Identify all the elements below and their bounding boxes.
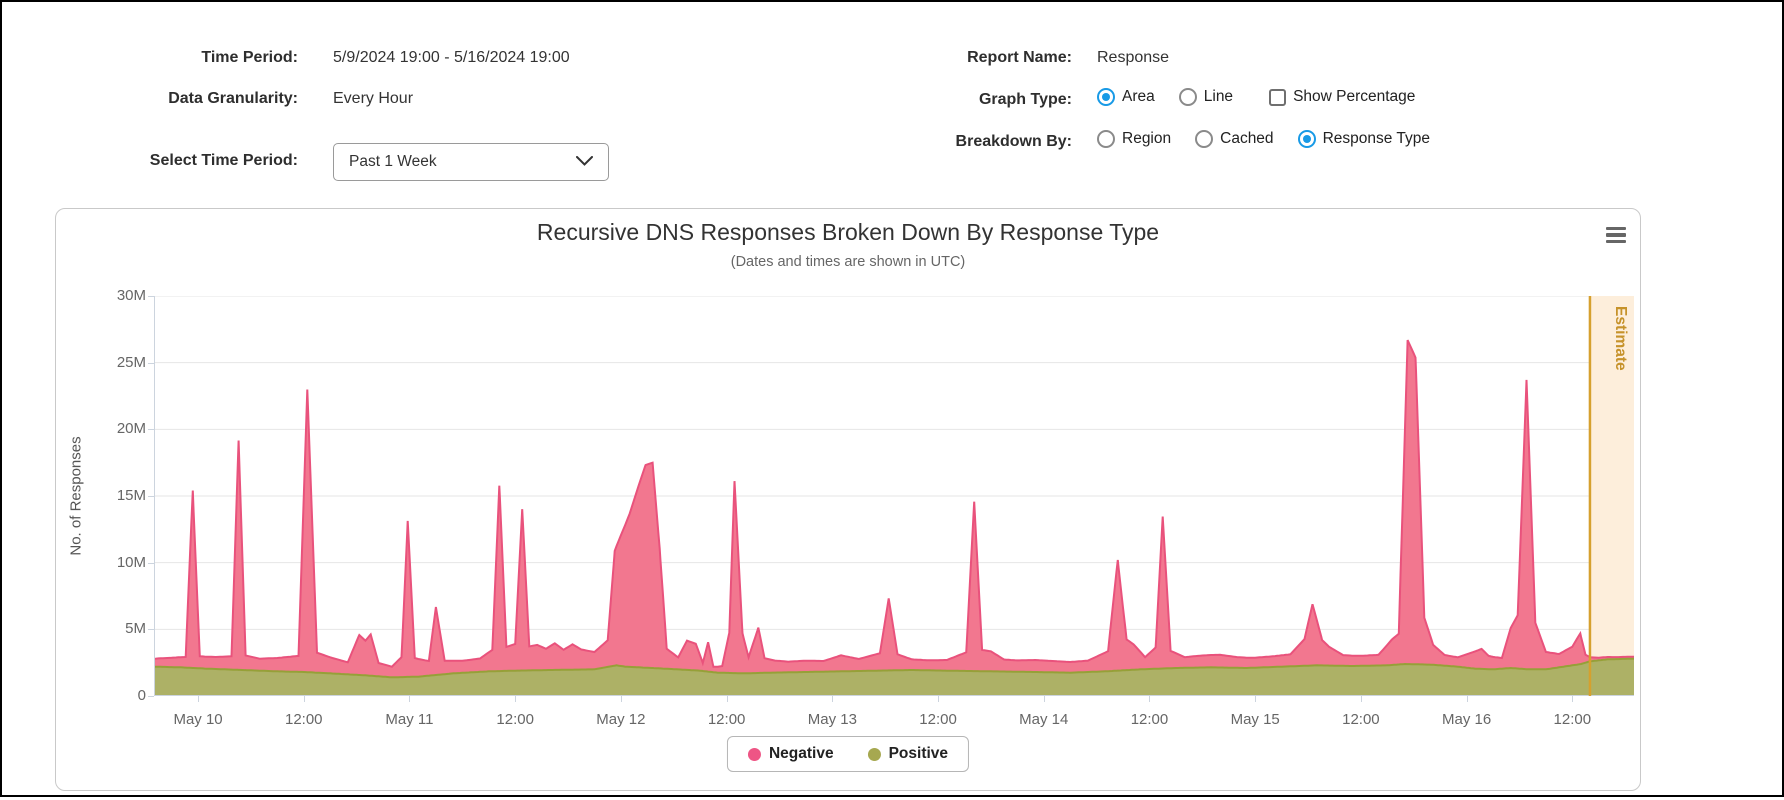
y-axis-tick-label: 20M [116, 420, 146, 438]
series-negative-line [153, 339, 1634, 668]
y-axis-tick [148, 496, 154, 497]
show-percentage-checkbox-item[interactable]: Show Percentage [1269, 88, 1415, 106]
plot-area[interactable]: Estimate [153, 295, 1634, 696]
y-axis-tick-label: 25M [116, 353, 146, 371]
legend-item-negative[interactable]: Negative [747, 745, 834, 763]
radio-breakdown-response-type[interactable]: Response Type [1297, 130, 1430, 148]
report-name-value: Response [1097, 49, 1170, 66]
x-axis-tick [198, 696, 200, 702]
x-axis-tick-label: 12:00 [1553, 711, 1592, 728]
x-axis-tick [409, 696, 411, 702]
x-axis-tick [1572, 696, 1574, 702]
y-axis-tick [148, 562, 154, 564]
radio-icon[interactable] [1195, 130, 1214, 148]
x-axis-tick [832, 696, 834, 702]
chart-subtitle: (Dates and times are shown in UTC) [730, 254, 966, 270]
chevron-down-icon [576, 153, 593, 171]
breakdown-options: Region Cached Response Type [1097, 130, 1430, 148]
radio-icon[interactable] [1097, 130, 1115, 148]
x-axis-tick-label: May 16 [1442, 711, 1492, 728]
graph-type-label: Graph Type: [978, 91, 1072, 108]
breakdown-by-label: Breakdown By: [955, 133, 1072, 150]
time-period-select[interactable]: Past 1 Week [333, 143, 609, 181]
estimate-label: Estimate [1612, 306, 1629, 371]
legend: Negative Positive [726, 736, 970, 772]
radio-breakdown-region[interactable]: Region [1097, 130, 1171, 148]
report-name-label: Report Name: [967, 49, 1072, 66]
x-axis-tick-label: 12:00 [496, 711, 534, 728]
x-axis-tick-label: May 10 [173, 711, 223, 728]
radio-label: Cached [1220, 130, 1274, 147]
legend-item-positive[interactable]: Positive [867, 745, 949, 763]
legend-swatch-positive [867, 747, 881, 761]
y-axis-tick [148, 629, 154, 631]
legend-label: Positive [888, 745, 949, 762]
x-axis-tick [1149, 696, 1151, 702]
show-percentage-label: Show Percentage [1293, 88, 1416, 105]
x-axis-tick-label: 12:00 [1342, 711, 1380, 728]
estimate-band [1589, 296, 1634, 696]
x-axis-tick [1255, 696, 1257, 702]
y-axis-tick-label: 0 [137, 687, 146, 704]
data-granularity-value: Every Hour [333, 90, 414, 107]
x-axis-tick-label: May 14 [1019, 711, 1069, 728]
x-axis-tick [515, 696, 517, 702]
chart-title: Recursive DNS Responses Broken Down By R… [536, 219, 1160, 245]
x-axis-tick-label: 12:00 [919, 711, 957, 728]
y-axis-tick [148, 429, 154, 431]
radio-label: Area [1122, 88, 1155, 105]
x-axis-tick [303, 696, 305, 702]
radio-graph-type-line[interactable]: Line [1178, 88, 1234, 106]
y-axis-tick-label: 10M [116, 553, 146, 571]
radio-label: Region [1122, 130, 1172, 147]
select-time-period-label: Select Time Period: [149, 152, 298, 169]
series-negative-area [154, 340, 1634, 678]
radio-label: Response Type [1322, 130, 1430, 147]
time-period-value: 5/9/2024 19:00 - 5/16/2024 19:00 [333, 49, 570, 66]
time-period-select-value: Past 1 Week [349, 153, 437, 170]
chart-panel: Recursive DNS Responses Broken Down By R… [55, 208, 1641, 791]
y-axis-tick-label: 30M [116, 287, 146, 304]
x-axis-tick [620, 696, 622, 702]
y-axis-title: No. of Responses [67, 436, 85, 556]
y-axis-tick-label: 5M [125, 620, 146, 638]
y-axis-tick [148, 296, 154, 297]
x-axis-tick [1466, 696, 1468, 702]
x-axis-tick [938, 696, 940, 702]
graph-type-options: Area Line Show Percentage [1097, 88, 1415, 106]
x-axis-tick [1043, 696, 1045, 702]
y-axis-tick-label: 15M [116, 487, 146, 504]
radio-graph-type-area[interactable]: Area [1097, 88, 1155, 106]
x-axis-tick-label: May 15 [1230, 711, 1280, 728]
legend-swatch-negative [747, 747, 761, 761]
time-period-label: Time Period: [201, 49, 298, 66]
area-chart: Estimate [153, 295, 1634, 696]
radio-icon[interactable] [1297, 130, 1316, 148]
radio-icon[interactable] [1178, 88, 1197, 106]
x-axis-tick [726, 696, 728, 702]
show-percentage-checkbox[interactable] [1269, 88, 1287, 106]
radio-label: Line [1203, 88, 1234, 105]
legend-label: Negative [768, 745, 834, 762]
y-axis-tick [148, 362, 154, 364]
series-positive-line [154, 657, 1634, 679]
data-granularity-label: Data Granularity: [168, 90, 298, 107]
x-axis-tick-label: 12:00 [1130, 711, 1169, 728]
radio-breakdown-cached[interactable]: Cached [1195, 130, 1274, 148]
x-axis-tick-label: 12:00 [284, 711, 323, 728]
x-axis-tick-label: May 11 [385, 711, 434, 728]
x-axis-tick [1360, 696, 1362, 702]
x-axis-tick-label: May 13 [807, 711, 857, 728]
radio-icon[interactable] [1097, 88, 1115, 106]
y-axis-tick [148, 696, 154, 697]
chart-context-menu-icon[interactable] [1606, 227, 1626, 243]
x-axis-tick-label: 12:00 [707, 711, 746, 728]
x-axis-tick-label: May 12 [596, 711, 646, 728]
